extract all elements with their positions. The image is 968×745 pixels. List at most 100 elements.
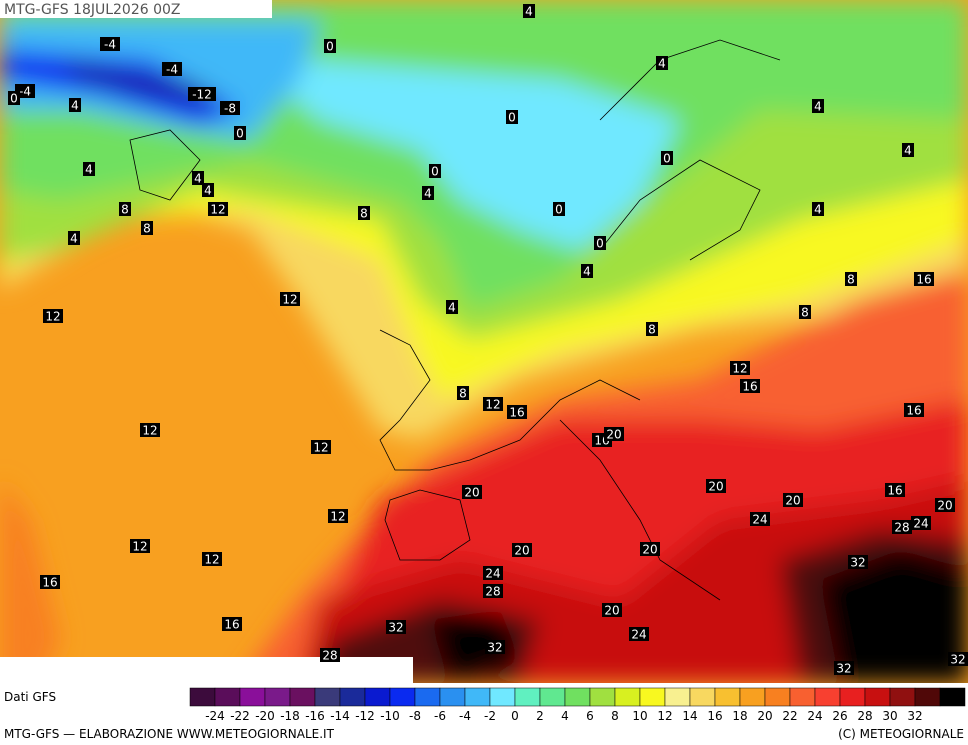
contour-label-bg [750, 512, 770, 526]
colorbar-tick-label: 0 [511, 709, 519, 723]
contour-label: 20 [642, 543, 657, 557]
contour-label: -8 [224, 102, 236, 116]
contour-label-bg [119, 202, 131, 216]
contour-label-bg [320, 648, 340, 662]
colorbar-tick-label: -6 [434, 709, 446, 723]
contour-label-bg [935, 498, 955, 512]
contour-label: 4 [424, 187, 432, 201]
contour-label-bg [40, 575, 60, 589]
contour-label: 0 [596, 237, 604, 251]
contour-label-bg [220, 101, 240, 115]
contour-label: 12 [330, 510, 345, 524]
contour-label: 12 [485, 398, 500, 412]
colorbar-swatch [614, 687, 641, 707]
contour-label-bg [8, 91, 20, 105]
colorbar-swatch [714, 687, 741, 707]
contour-label: 0 [236, 127, 244, 141]
contour-label-bg [834, 661, 854, 675]
colorbar-tick-label: -14 [330, 709, 350, 723]
contour-label: 20 [785, 494, 800, 508]
contour-label-bg [553, 202, 565, 216]
colorbar-swatch [739, 687, 766, 707]
colorbar-tick-label: 30 [882, 709, 897, 723]
contour-label: 12 [732, 362, 747, 376]
contour-label-bg [646, 322, 658, 336]
colorbar-swatch [189, 687, 216, 707]
contour-label-bg [661, 151, 673, 165]
colorbar-swatch [539, 687, 566, 707]
footer-left: MTG-GFS — ELABORAZIONE WWW.METEOGIORNALE… [4, 727, 335, 741]
contour-label-bg [188, 87, 216, 101]
colorbar-swatch [214, 687, 241, 707]
contour-label: 0 [326, 40, 334, 54]
contour-label: 0 [555, 203, 563, 217]
colorbar-tick-label: -16 [305, 709, 325, 723]
contour-label: 4 [658, 57, 666, 71]
colorbar-tick-label: 2 [536, 709, 544, 723]
contour-label: 8 [801, 306, 809, 320]
colorbar-swatch [414, 687, 441, 707]
contour-label-bg [485, 640, 505, 654]
contour-label-bg [523, 4, 535, 18]
colorbar-swatch [339, 687, 366, 707]
contour-label-bg [429, 164, 441, 178]
contour-label: 0 [431, 165, 439, 179]
colorbar-swatch [389, 687, 416, 707]
colorbar-tick-label: 24 [807, 709, 822, 723]
contour-label-bg [43, 309, 63, 323]
colorbar-swatch [764, 687, 791, 707]
contour-label-bg [730, 361, 750, 375]
contour-label: 0 [508, 111, 516, 125]
contour-label-bg [222, 617, 242, 631]
contour-label: 20 [937, 499, 952, 513]
contour-label: 4 [204, 184, 212, 198]
contour-label-bg [446, 300, 458, 314]
contour-label-bg [812, 99, 824, 113]
contour-label-bg [483, 584, 503, 598]
contour-label-bg [68, 231, 80, 245]
contour-label-bg [202, 183, 214, 197]
contour-label-bg [311, 440, 331, 454]
contour-label-bg [602, 603, 622, 617]
contour-label: 24 [752, 513, 767, 527]
colorbar-swatch [839, 687, 866, 707]
contour-label: 16 [224, 618, 239, 632]
contour-label: 24 [913, 517, 928, 531]
colorbar-swatch [364, 687, 391, 707]
contour-label-bg [845, 272, 857, 286]
contour-label-bg [948, 652, 968, 666]
contour-label-bg [83, 162, 95, 176]
colorbar-swatch [564, 687, 591, 707]
contour-label: 20 [606, 428, 621, 442]
map-title: MTG-GFS 18JUL2026 00Z [4, 2, 181, 18]
colorbar-swatch [439, 687, 466, 707]
contour-label: -4 [19, 85, 31, 99]
contour-label: 8 [847, 273, 855, 287]
contour-label-bg [885, 483, 905, 497]
contour-label: 16 [906, 404, 921, 418]
contour-label: 12 [45, 310, 60, 324]
contour-label: 4 [583, 265, 591, 279]
colorbar-tick-label: 14 [682, 709, 697, 723]
colorbar-swatch [814, 687, 841, 707]
contour-label-bg [358, 206, 370, 220]
contour-label-bg [892, 520, 912, 534]
contour-label: 8 [143, 222, 151, 236]
title-box [0, 0, 272, 18]
contour-label: 12 [210, 203, 225, 217]
contour-label-bg [280, 292, 300, 306]
contour-label-bg [656, 56, 668, 70]
map [0, 0, 968, 683]
colorbar-swatch [239, 687, 266, 707]
contour-label: -4 [104, 38, 116, 52]
footer-right: (C) METEOGIORNALE [838, 727, 964, 741]
contour-label: 16 [742, 380, 757, 394]
contour-label-bg [162, 62, 182, 76]
colorbar-swatch [314, 687, 341, 707]
contour-label-bg [629, 627, 649, 641]
colorbar-tick-label: -20 [255, 709, 275, 723]
contour-label: 8 [648, 323, 656, 337]
contour-label-bg [69, 98, 81, 112]
colorbar-swatch [464, 687, 491, 707]
